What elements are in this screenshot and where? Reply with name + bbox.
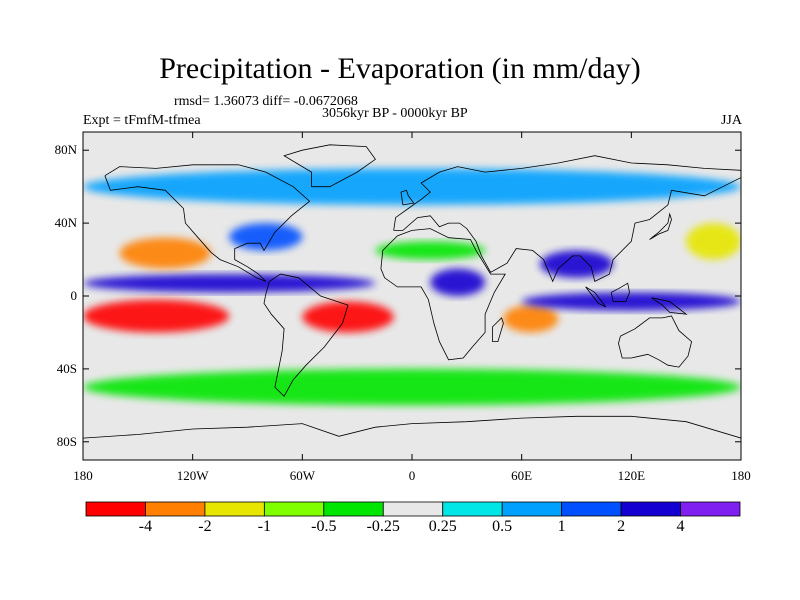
lon-tick-label: 120W bbox=[176, 468, 209, 483]
coastline-uk bbox=[400, 189, 415, 206]
field-region-10 bbox=[686, 223, 741, 260]
coastline-greenland bbox=[283, 144, 376, 188]
lat-tick-label: 80N bbox=[54, 142, 77, 158]
lat-tick-label: 40N bbox=[54, 215, 77, 231]
colorbar-label: 0.5 bbox=[492, 518, 513, 535]
colorbar-label: -4 bbox=[138, 518, 153, 535]
coastline-eurasia bbox=[393, 155, 741, 283]
colorbar-swatch bbox=[561, 501, 622, 517]
colorbar-swatch bbox=[204, 501, 265, 517]
field-region-12 bbox=[83, 168, 741, 205]
lon-tick-label: 0 bbox=[408, 468, 416, 483]
colorbar-label: 0.25 bbox=[428, 518, 457, 535]
coastline-borneo bbox=[610, 282, 630, 302]
colorbar-label: 1 bbox=[557, 518, 566, 535]
lat-tick-label: 40S bbox=[56, 360, 77, 376]
lon-tick-label: 60E bbox=[511, 468, 533, 483]
field-region-9 bbox=[375, 241, 486, 260]
colorbar-swatch bbox=[323, 501, 384, 517]
colorbar-label: -2 bbox=[198, 518, 212, 535]
colorbar-label: 4 bbox=[676, 518, 685, 535]
colorbar-swatch bbox=[382, 501, 444, 517]
figure-title: Precipitation - Evaporation (in mm/day) bbox=[159, 52, 641, 85]
field-region-7 bbox=[539, 250, 614, 278]
lon-tick-label: 60W bbox=[289, 468, 315, 483]
colorbar-label: -1 bbox=[257, 518, 272, 535]
colorbar-swatch bbox=[501, 501, 563, 517]
coastline-new-guinea bbox=[651, 297, 688, 315]
field-region-11 bbox=[83, 368, 741, 406]
field-region-3 bbox=[119, 237, 211, 269]
field-layer bbox=[83, 168, 741, 406]
colorbar-label: -0.25 bbox=[366, 518, 400, 535]
lon-tick-label: 180 bbox=[731, 468, 751, 483]
field-region-0 bbox=[83, 274, 376, 293]
period-text: 3056kyr BP - 0000kyr BP bbox=[322, 106, 468, 121]
colorbar-swatch bbox=[680, 501, 741, 517]
coastline-antarctica bbox=[83, 415, 741, 439]
coastline-australia bbox=[618, 315, 693, 368]
season-text: JJA bbox=[720, 113, 742, 128]
coastline-japan bbox=[649, 212, 672, 240]
coastline-sumatra bbox=[585, 286, 607, 308]
colorbar-swatch bbox=[263, 501, 325, 517]
lon-tick-label: 180 bbox=[73, 468, 93, 483]
coastline-south-america bbox=[263, 273, 349, 397]
coastline-north-america bbox=[104, 164, 311, 282]
stats-text: rmsd= 1.36073 diff= -0.0672068 bbox=[174, 94, 358, 109]
axis-ticks bbox=[82, 132, 742, 460]
field-region-8 bbox=[430, 268, 486, 297]
lat-tick-label: 80S bbox=[56, 433, 77, 449]
field-region-1 bbox=[83, 299, 230, 333]
coastline-africa bbox=[380, 228, 506, 361]
colorbar-swatch bbox=[85, 501, 146, 517]
coastline-layer bbox=[83, 144, 741, 439]
colorbar-label: -0.5 bbox=[311, 518, 337, 535]
colorbar-swatch bbox=[442, 501, 503, 517]
experiment-text: Expt = tFmfM-tfmea bbox=[83, 113, 201, 128]
colorbar-label: 2 bbox=[617, 518, 626, 535]
lat-tick-label: 0 bbox=[70, 288, 78, 303]
coastline-madagascar bbox=[491, 317, 504, 343]
colorbar bbox=[85, 501, 741, 517]
field-region-2 bbox=[302, 301, 394, 333]
field-region-5 bbox=[503, 305, 559, 333]
field-region-6 bbox=[521, 292, 741, 311]
lon-tick-label: 120E bbox=[617, 468, 646, 483]
colorbar-swatch bbox=[620, 501, 681, 517]
colorbar-swatch bbox=[145, 501, 206, 517]
